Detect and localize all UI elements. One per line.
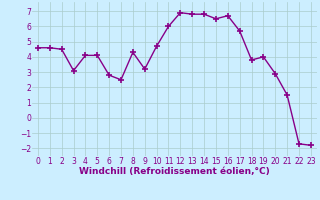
X-axis label: Windchill (Refroidissement éolien,°C): Windchill (Refroidissement éolien,°C) — [79, 167, 270, 176]
